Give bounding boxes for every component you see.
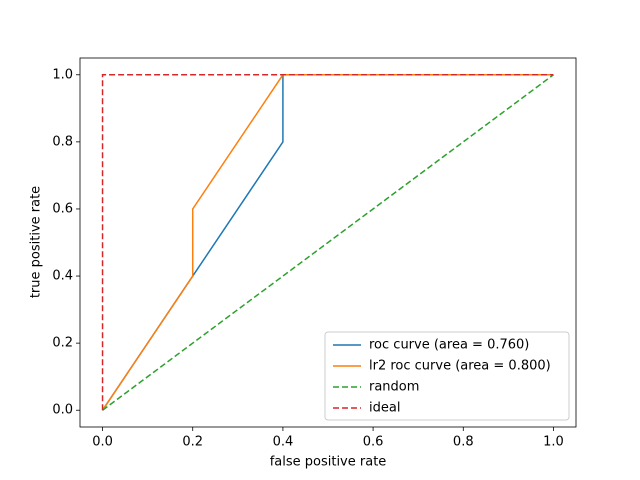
x-tick-label: 0.8	[453, 435, 474, 450]
series-line	[101, 74, 554, 411]
x-tick-label: 0.0	[92, 435, 113, 450]
y-tick-label: 0.8	[52, 134, 73, 149]
y-axis-label: true positive rate	[29, 186, 44, 298]
x-tick-label: 0.4	[273, 435, 294, 450]
x-axis-label: false positive rate	[270, 455, 387, 470]
plot-frame	[79, 57, 577, 428]
y-tick-label: 0.0	[52, 403, 73, 418]
series-line	[102, 74, 554, 411]
legend-label: lr2 roc curve (area = 0.800)	[369, 359, 551, 374]
legend-label: ideal	[369, 401, 400, 416]
x-tick-label: 0.2	[182, 435, 203, 450]
x-tick-label: 0.6	[363, 435, 384, 450]
y-tick-label: 0.2	[52, 336, 73, 351]
legend-label: roc curve (area = 0.760)	[369, 338, 529, 353]
y-tick-label: 0.4	[52, 269, 73, 284]
x-tick-label: 1.0	[543, 435, 564, 450]
y-tick-label: 1.0	[52, 67, 73, 82]
legend-label: random	[369, 380, 419, 395]
y-tick-label: 0.6	[52, 201, 73, 216]
legend-box	[324, 331, 570, 421]
